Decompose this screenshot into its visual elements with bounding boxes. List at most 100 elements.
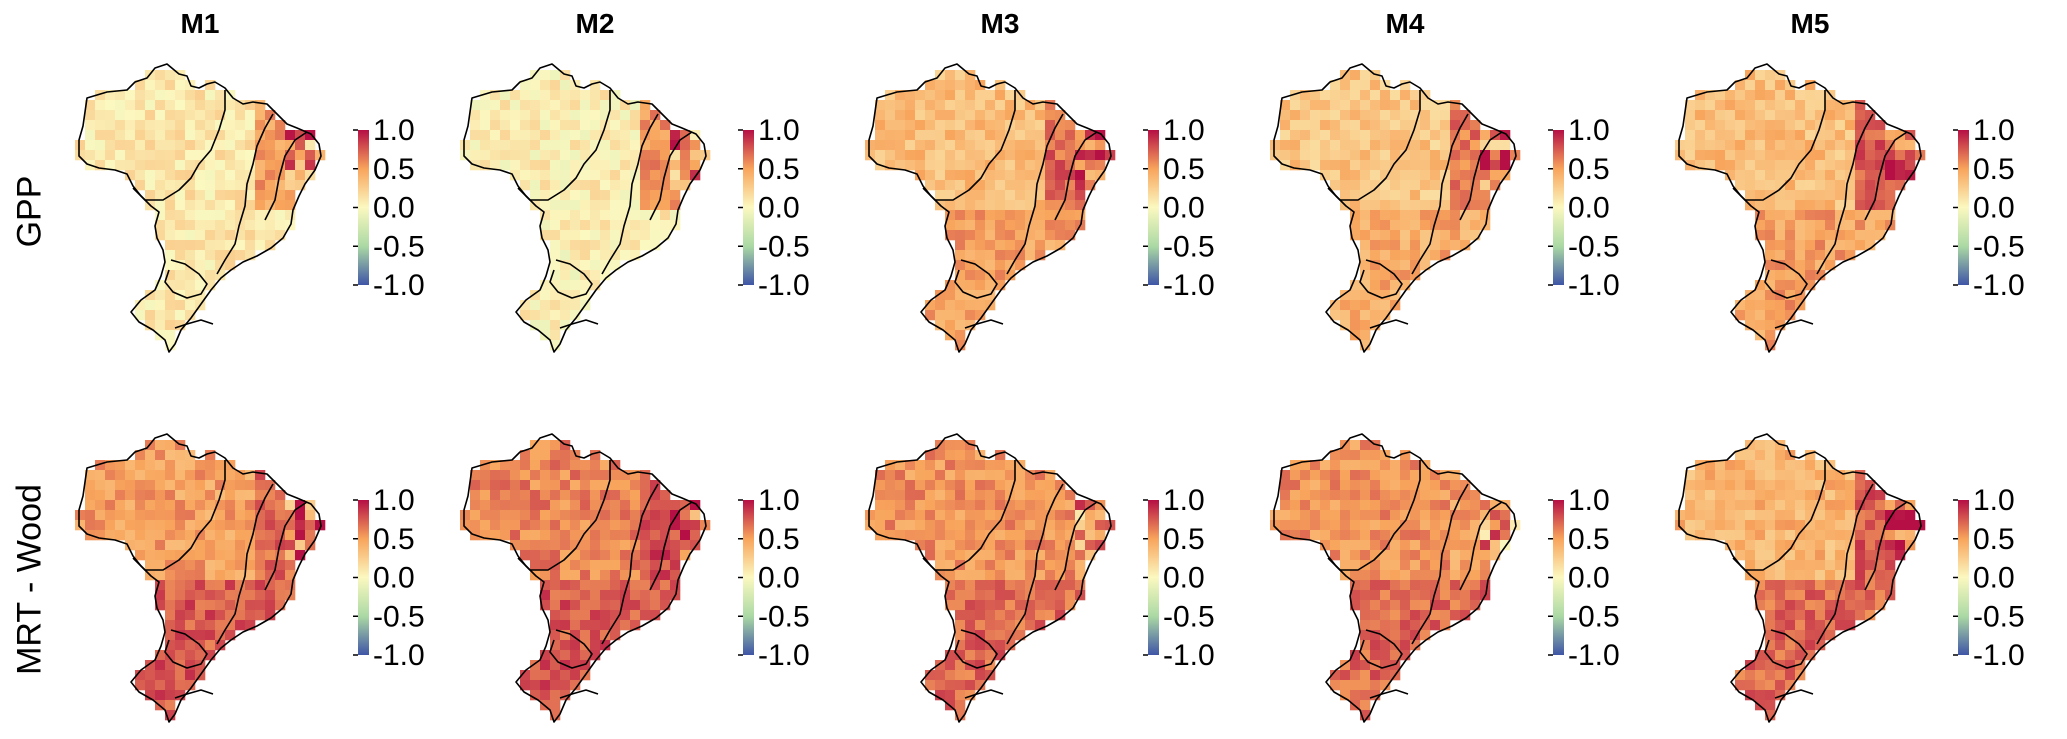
map-cell (1815, 510, 1826, 521)
map-cell (985, 220, 996, 231)
map-cell (1765, 630, 1776, 641)
map-cell (995, 160, 1006, 171)
map-cell (875, 480, 886, 491)
map-cell (1905, 170, 1916, 181)
map-cell (1400, 250, 1411, 261)
map-cell (1410, 520, 1421, 531)
map-cell (135, 300, 146, 311)
map-cell (155, 100, 166, 111)
map-cell (1715, 490, 1726, 501)
map-cell (275, 180, 286, 191)
map-cell (175, 570, 186, 581)
map-cell (1045, 180, 1056, 191)
map-cell (145, 170, 156, 181)
map-cell (1045, 110, 1056, 121)
map-cell (875, 140, 886, 151)
map-cell (530, 300, 541, 311)
map-cell (1340, 520, 1351, 531)
map-cell (1735, 470, 1746, 481)
map-cell (1410, 230, 1421, 241)
map-cell (175, 270, 186, 281)
map-cell (590, 610, 601, 621)
map-cell (1035, 120, 1046, 131)
map-cell (1015, 100, 1026, 111)
map-cell (965, 690, 976, 701)
map-cell (1350, 510, 1361, 521)
map-cell (670, 130, 681, 141)
map-cell (185, 280, 196, 291)
map-cell (480, 130, 491, 141)
map-cell (125, 160, 136, 171)
map-cell (1055, 150, 1066, 161)
map-cell (540, 470, 551, 481)
map-cell (1360, 230, 1371, 241)
map-cell (480, 110, 491, 121)
map-cell (1795, 630, 1806, 641)
map-cell (530, 690, 541, 701)
map-cell (185, 100, 196, 111)
map-cell (245, 240, 256, 251)
map-cell (1065, 190, 1076, 201)
map-cell (540, 230, 551, 241)
map-cell (1045, 230, 1056, 241)
map-cell (1805, 230, 1816, 241)
map-cell (95, 500, 106, 511)
map-cell (590, 640, 601, 651)
map-cell (1480, 580, 1491, 591)
map-cell (1055, 200, 1066, 211)
map-cell (1815, 460, 1826, 471)
map-cell (570, 140, 581, 151)
map-cell (1075, 580, 1086, 591)
map-cell (155, 530, 166, 541)
map-cell (1895, 550, 1906, 561)
map-cell (550, 490, 561, 501)
colorbar-tick-label: 1.0 (373, 114, 415, 147)
map-cell (155, 540, 166, 551)
map-cell (1360, 320, 1371, 331)
map-cell (975, 240, 986, 251)
map-cell (175, 490, 186, 501)
map-cell (1775, 280, 1786, 291)
map-cell (580, 550, 591, 561)
map-cell (185, 670, 196, 681)
map-cell (265, 130, 276, 141)
map-cell (1085, 540, 1096, 551)
biome-border (1369, 319, 1409, 329)
map-cell (925, 490, 936, 501)
map-cell (1765, 200, 1776, 211)
map-cell (1075, 140, 1086, 151)
map-cell (205, 240, 216, 251)
map-cell (115, 530, 126, 541)
map-cell (1470, 590, 1481, 601)
map-cell (975, 110, 986, 121)
map-cell (1320, 130, 1331, 141)
map-cell (885, 100, 896, 111)
map-cell (1095, 160, 1106, 171)
map-cell (1795, 260, 1806, 271)
map-cell (1035, 220, 1046, 231)
map-cell (1015, 630, 1026, 641)
map-cell (570, 590, 581, 601)
map-cell (620, 130, 631, 141)
map-cell (1490, 550, 1501, 561)
map-cell (600, 480, 611, 491)
map-cell (1370, 140, 1381, 151)
map-cell (955, 610, 966, 621)
map-cell (165, 330, 176, 341)
map-cell (925, 680, 936, 691)
map-cell (1430, 600, 1441, 611)
map-cell (165, 680, 176, 691)
map-cell (175, 80, 186, 91)
map-cell (255, 470, 266, 481)
map-cell (1450, 140, 1461, 151)
map-cell (1005, 240, 1016, 251)
map-cell (1400, 580, 1411, 591)
map-cell (955, 470, 966, 481)
map-cell (1055, 530, 1066, 541)
map-cell (1065, 230, 1076, 241)
map-cell (255, 610, 266, 621)
map-cell (1380, 610, 1391, 621)
map-cell (630, 620, 641, 631)
map-cell (1430, 150, 1441, 161)
map-cell (1290, 470, 1301, 481)
